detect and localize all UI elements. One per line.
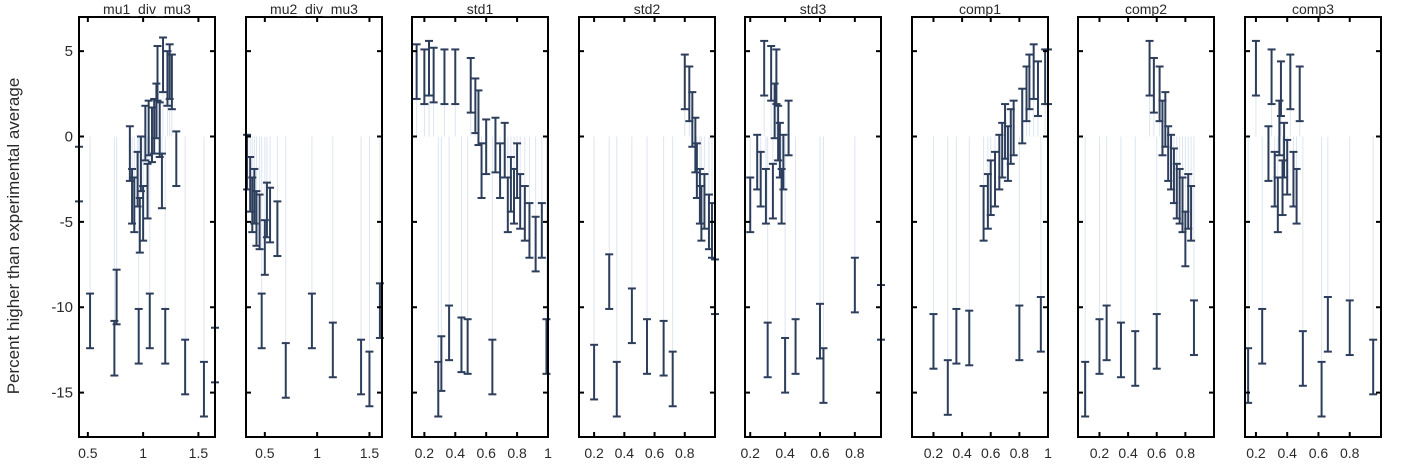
panel-5-x-tick-label: 0.6 <box>810 445 830 461</box>
panel-6-frame <box>911 16 1049 438</box>
panel-8-x-tick-label: 0.2 <box>1246 445 1266 461</box>
y-axis-label: Percent higher than experimental average <box>4 77 23 395</box>
panel-3-x-tick-label: 0.6 <box>476 445 496 461</box>
panel-7-title: comp2 <box>1125 1 1167 17</box>
panel-6-x-tick-label: 0.8 <box>1010 445 1030 461</box>
panel-1-x-tick-label: 1 <box>139 445 147 461</box>
y-tick-label: -15 <box>51 385 73 402</box>
y-tick-label: 0 <box>65 129 73 146</box>
panel-5-x-tick-label: 0.2 <box>740 445 760 461</box>
panel-2-x-tick-label: 0.5 <box>255 445 275 461</box>
panel-1-frame <box>78 16 216 438</box>
panel-8-x-tick-label: 0.6 <box>1309 445 1329 461</box>
y-tick-label: 5 <box>65 43 73 60</box>
panel-5-frame <box>744 16 882 438</box>
panel-1-x-tick-label: 1.5 <box>189 445 209 461</box>
panel-3-frame <box>411 16 549 438</box>
panel-4-frame <box>578 16 716 438</box>
panel-6-x-tick-label: 0.6 <box>981 445 1001 461</box>
panel-8-x-tick-label: 0.4 <box>1277 445 1297 461</box>
panel-5-title: std3 <box>800 1 827 17</box>
panel-8-x-tick-label: 0.8 <box>1340 445 1360 461</box>
panel-8-title: comp3 <box>1292 1 1334 17</box>
panel-2-x-tick-label: 1.5 <box>360 445 380 461</box>
panel-1-title: mu1_div_mu3 <box>103 1 191 17</box>
panel-3-x-tick-label: 1 <box>544 445 552 461</box>
panel-6-title: comp1 <box>959 1 1001 17</box>
panel-7-frame <box>1077 16 1215 438</box>
panel-4-x-tick-label: 0.2 <box>584 445 604 461</box>
panel-7-x-tick-label: 0.2 <box>1090 445 1110 461</box>
panel-5-x-tick-label: 0.4 <box>775 445 795 461</box>
panel-6-x-tick-label: 0.2 <box>924 445 944 461</box>
panel-3-x-tick-label: 0.2 <box>415 445 435 461</box>
panel-4-x-tick-label: 0.6 <box>645 445 665 461</box>
panel-3-x-tick-label: 0.4 <box>446 445 466 461</box>
panel-2-title: mu2_div_mu3 <box>270 1 358 17</box>
panel-4-x-tick-label: 0.4 <box>615 445 635 461</box>
panel-4-title: std2 <box>634 1 661 17</box>
panel-6-x-tick-label: 1 <box>1044 445 1052 461</box>
panel-2-x-tick-label: 1 <box>313 445 321 461</box>
panel-8-frame <box>1244 16 1382 438</box>
panel-3-title: std1 <box>467 1 494 17</box>
panel-7-x-tick-label: 0.4 <box>1118 445 1138 461</box>
panel-1-x-tick-label: 0.5 <box>78 445 98 461</box>
panel-7-x-tick-label: 0.6 <box>1147 445 1167 461</box>
panel-5-x-tick-label: 0.8 <box>845 445 865 461</box>
panel-2-frame <box>245 16 383 438</box>
y-tick-label: -5 <box>60 214 73 231</box>
y-tick-label: -10 <box>51 299 73 316</box>
panel-3-x-tick-label: 0.8 <box>507 445 527 461</box>
panel-4-x-tick-label: 0.8 <box>675 445 695 461</box>
panel-7-x-tick-label: 0.8 <box>1176 445 1196 461</box>
panel-6-x-tick-label: 0.4 <box>952 445 972 461</box>
